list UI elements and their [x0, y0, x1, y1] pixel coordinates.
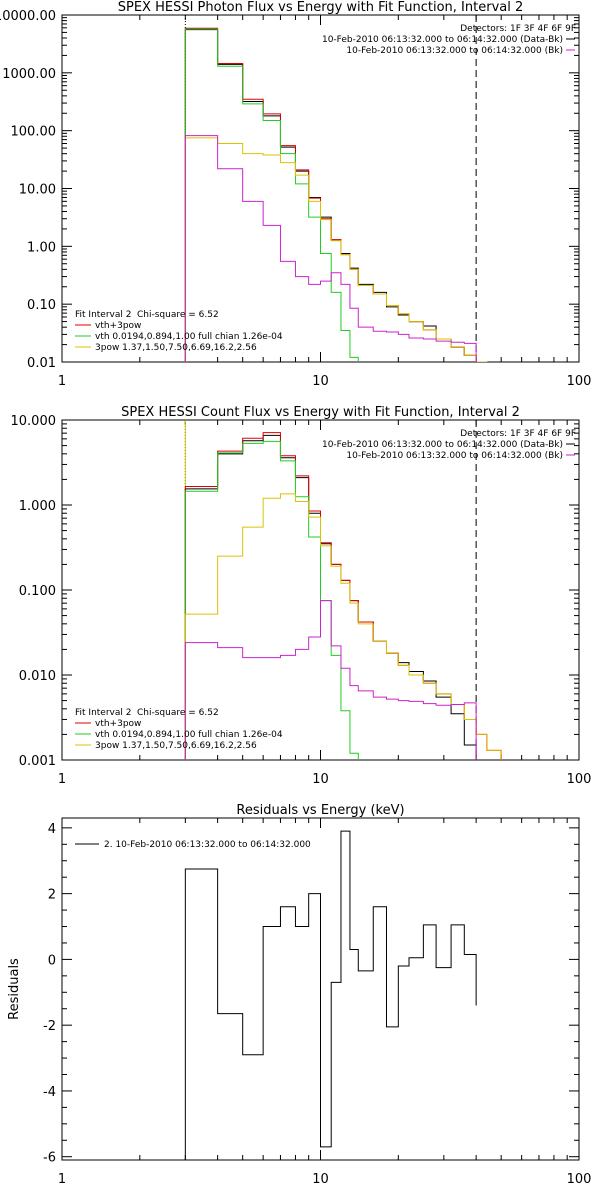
series-line-4 [184, 493, 502, 760]
x-tick-label: 1 [58, 374, 66, 389]
fit-legend: Fit Interval 2 Chi-square = 6.52vth+3powv… [75, 708, 283, 751]
y-tick-label: 0.001 [19, 754, 56, 769]
y-tick-label: -4 [43, 1085, 56, 1100]
chart-title: Residuals vs Energy (keV) [236, 803, 404, 818]
data-interval-label: 10-Feb-2010 06:13:32.000 to 06:14:32.000… [322, 35, 563, 45]
series-line-1 [184, 830, 477, 1160]
y-tick-label: 4 [48, 822, 56, 837]
fit-interval-label: Fit Interval 2 [75, 310, 131, 320]
legend-label: 3pow 1.37,1.50,7.50,6.69,16.2,2.56 [95, 741, 257, 751]
legend-label: vth+3pow [95, 321, 141, 331]
y-tick-label: 100.00 [11, 125, 57, 140]
y-axis: 4 2 0 -2 -4 -6 [43, 822, 579, 1166]
chart-panel-2: SPEX HESSI Count Flux vs Energy with Fit… [11, 405, 592, 787]
series-line-3 [184, 440, 359, 760]
y-tick-label: 1.000 [19, 499, 56, 514]
series-line-2 [184, 27, 488, 362]
y-axis: 10000.00 1000.00 100.00 10.00 1.00 0.10 0.01 [0, 9, 579, 371]
y-tick-label: 0.01 [27, 356, 56, 371]
series-line-5 [184, 135, 477, 362]
chi-square-label: Chi-square = 6.52 [137, 708, 219, 718]
x-tick-label: 1 [58, 1172, 66, 1187]
x-tick-label: 100 [567, 772, 592, 787]
x-tick-label: 10 [312, 374, 329, 389]
x-axis: 1 10 100 [58, 818, 592, 1187]
x-tick-label: 1 [58, 772, 66, 787]
legend-label: 3pow 1.37,1.50,7.50,6.69,16.2,2.56 [95, 343, 257, 353]
y-tick-label: 0.010 [19, 669, 56, 684]
legend-label: 2. 10-Feb-2010 06:13:32.000 to 06:14:32.… [104, 840, 311, 850]
chart-panel-3: Residuals vs Energy (keV) 1 10 100 4 2 0 -2 -4 -6… [7, 803, 592, 1187]
detectors-label: Detectors: 1F 3F 4F 6F 9F [460, 429, 576, 439]
legend-label: vth 0.0194,0.894,1.00 full chian 1.26e-0… [95, 730, 283, 740]
y-tick-label: -6 [43, 1151, 56, 1166]
background-interval-label: 10-Feb-2010 06:13:32.000 to 06:14:32.000… [346, 451, 563, 461]
x-tick-label: 10 [312, 772, 329, 787]
plot-area [184, 420, 502, 760]
fit-interval-label: Fit Interval 2 [75, 708, 131, 718]
fit-legend: Fit Interval 2 Chi-square = 6.52vth+3powv… [75, 310, 283, 353]
background-interval-label: 10-Feb-2010 06:13:32.000 to 06:14:32.000… [346, 46, 563, 56]
y-tick-label: 10.000 [11, 414, 57, 429]
plot-area [184, 15, 488, 362]
series-legend: 2. 10-Feb-2010 06:13:32.000 to 06:14:32.… [75, 840, 311, 850]
chart-panel-1: SPEX HESSI Photon Flux vs Energy with Fi… [0, 0, 592, 389]
y-tick-label: 2 [48, 888, 56, 903]
y-tick-label: 1.00 [27, 240, 56, 255]
legend-label: vth 0.0194,0.894,1.00 full chian 1.26e-0… [95, 332, 283, 342]
y-tick-label: -2 [43, 1019, 56, 1034]
y-tick-label: 10.00 [19, 183, 56, 198]
legend-label: vth+3pow [95, 719, 141, 729]
y-axis-label: Residuals [7, 958, 22, 1020]
chi-square-label: Chi-square = 6.52 [137, 310, 219, 320]
chart-title: SPEX HESSI Count Flux vs Energy with Fit… [121, 405, 520, 420]
series-line-5 [184, 600, 477, 760]
y-tick-label: 10000.00 [0, 9, 56, 24]
y-tick-label: 0.100 [19, 584, 56, 599]
series-line-4 [184, 137, 488, 362]
y-axis: 10.000 1.000 0.100 0.010 0.001 [11, 414, 579, 769]
data-interval-label: 10-Feb-2010 06:13:32.000 to 06:14:32.000… [322, 440, 563, 450]
x-tick-label: 100 [567, 1172, 592, 1187]
series-line-2 [184, 432, 502, 760]
x-tick-label: 100 [567, 374, 592, 389]
plot-area [184, 830, 477, 1160]
y-tick-label: 0 [48, 953, 56, 968]
chart-title: SPEX HESSI Photon Flux vs Energy with Fi… [118, 0, 524, 15]
y-tick-label: 0.10 [27, 298, 56, 313]
y-tick-label: 1000.00 [2, 67, 56, 82]
series-line-3 [184, 28, 359, 362]
x-axis: 1 10 100 [58, 15, 592, 389]
detectors-label: Detectors: 1F 3F 4F 6F 9F [460, 24, 576, 34]
x-tick-label: 10 [312, 1172, 329, 1187]
